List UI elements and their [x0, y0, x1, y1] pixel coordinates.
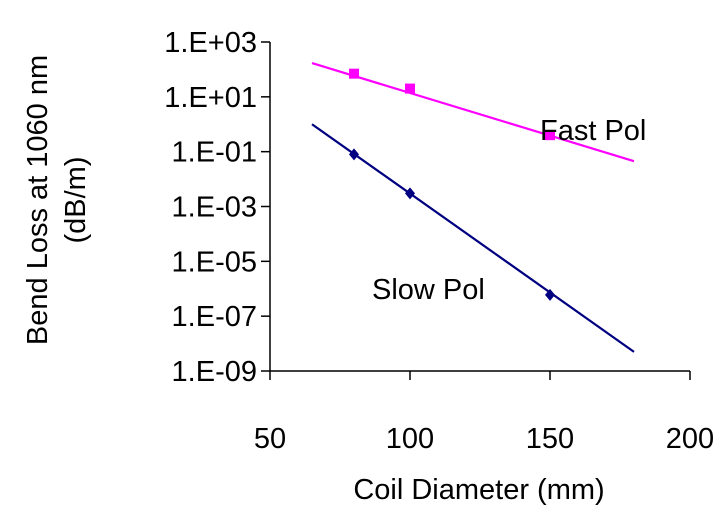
x-tick-label-1: 100 — [386, 423, 434, 455]
series-label-0: Fast Pol — [540, 115, 646, 147]
point-1-0 — [349, 148, 359, 161]
point-0-1 — [405, 83, 415, 94]
y-tick-label-1: 1.E+01 — [164, 82, 257, 114]
trendline-1 — [311, 123, 635, 353]
series-1: Slow Pol — [311, 123, 635, 353]
y-axis-title-line-2: (dB/m) — [60, 157, 92, 244]
y-tick-label-5: 1.E-07 — [172, 301, 257, 333]
series-layer: Fast Pol Slow Pol — [311, 62, 646, 353]
y-tick-label-3: 1.E-03 — [172, 192, 257, 224]
series-0: Fast Pol — [311, 62, 646, 163]
point-0-2 — [545, 130, 555, 141]
y-tick-label-2: 1.E-01 — [172, 137, 257, 169]
y-axis-title: Bend Loss at 1060 nm (dB/m) — [22, 55, 92, 345]
x-tick-label-2: 150 — [526, 423, 574, 455]
y-tick-label-6: 1.E-09 — [172, 356, 257, 388]
trendline-0 — [311, 62, 635, 163]
axes: 1.E+03 1.E+01 1.E-01 1.E-03 1.E-05 1.E-07 1.E-… — [164, 27, 714, 455]
point-0-0 — [349, 68, 359, 79]
x-tick-label-3: 200 — [666, 423, 714, 455]
y-tick-label-4: 1.E-05 — [172, 246, 257, 278]
x-tick-label-0: 50 — [254, 423, 286, 455]
y-tick-label-0: 1.E+03 — [164, 27, 257, 59]
series-label-1: Slow Pol — [372, 274, 485, 306]
x-axis-title: Coil Diameter (mm) — [353, 474, 604, 506]
point-1-2 — [545, 288, 555, 301]
y-axis-title-line-1: Bend Loss at 1060 nm — [22, 55, 54, 345]
point-1-1 — [405, 187, 415, 200]
